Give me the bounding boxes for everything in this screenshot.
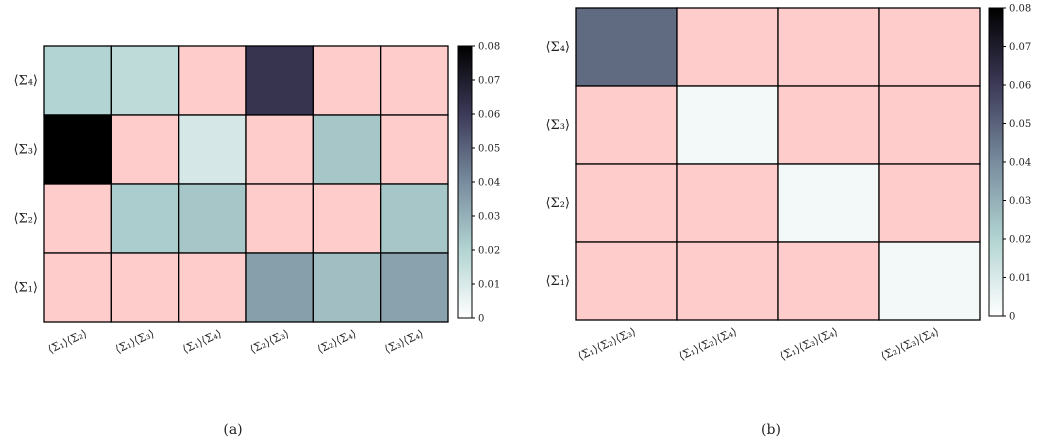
heatmap-cell [380, 252, 449, 323]
heatmap-cell [380, 45, 449, 116]
heatmap-cell [43, 252, 112, 323]
heatmap-cell [878, 7, 981, 87]
heatmap-cell [380, 183, 449, 254]
colorbar-tick-label: 0.04 [1009, 158, 1031, 169]
heatmap-cell [878, 163, 981, 243]
panel-label: (b) [761, 422, 781, 438]
colorbar-tick-label: 0.08 [1009, 4, 1031, 15]
heatmap-cell [575, 85, 678, 165]
colorbar-tick-label: 0.07 [478, 76, 500, 87]
x-tick-label: ⟨Σ₁⟩⟨Σ₂⟩ [46, 327, 89, 356]
x-tick-label: ⟨Σ₂⟩⟨Σ₄⟩ [315, 327, 358, 356]
colorbar-tick-label: 0 [478, 314, 484, 325]
panel-label: (a) [223, 422, 242, 438]
colorbar-tick-label: 0.01 [478, 280, 500, 291]
heatmap-cell [575, 163, 678, 243]
heatmap-cell [245, 252, 314, 323]
heatmap-cell [312, 252, 382, 323]
colorbar-tick-label: 0.07 [1009, 42, 1031, 53]
colorbar-tick-label: 0.02 [478, 246, 500, 257]
colorbar-tick-label: 0.05 [1009, 119, 1031, 130]
x-tick-label: ⟨Σ₂⟩⟨Σ₃⟩ [248, 327, 291, 356]
y-tick-label: ⟨Σ₂⟩ [13, 212, 38, 227]
heatmap-cell [575, 7, 678, 87]
heatmap-cell [43, 45, 112, 116]
x-tick-label: ⟨Σ₂⟩⟨Σ₃⟩⟨Σ₄⟩ [879, 325, 941, 363]
colorbar [988, 7, 1004, 317]
x-tick-label: ⟨Σ₃⟩⟨Σ₄⟩ [382, 327, 425, 356]
colorbar-tick-label: 0.03 [478, 212, 500, 223]
heatmap-cell [676, 163, 779, 243]
heatmap-cell [380, 114, 449, 185]
heatmap-cell [312, 183, 382, 254]
heatmap-cell [878, 241, 981, 321]
y-tick-label: ⟨Σ₄⟩ [545, 40, 570, 55]
colorbar-tick-label: 0.03 [1009, 196, 1031, 207]
heatmap-cell [676, 241, 779, 321]
heatmap-cell [676, 7, 779, 87]
heatmap-cell [110, 45, 180, 116]
x-tick-label: ⟨Σ₁⟩⟨Σ₃⟩⟨Σ₄⟩ [778, 325, 840, 363]
heatmap-cell [312, 114, 382, 185]
heatmap-cell [676, 85, 779, 165]
y-tick-label: ⟨Σ₃⟩ [545, 118, 570, 133]
heatmap-cell [178, 252, 247, 323]
heatmap-cell [43, 183, 112, 254]
x-tick-label: ⟨Σ₁⟩⟨Σ₂⟩⟨Σ₃⟩ [576, 325, 638, 363]
x-tick-label: ⟨Σ₁⟩⟨Σ₄⟩ [180, 327, 223, 356]
heatmap-cell [312, 45, 382, 116]
heatmap-cell [178, 45, 247, 116]
colorbar [457, 45, 473, 319]
colorbar-tick-label: 0.01 [1009, 273, 1031, 284]
colorbar-tick-label: 0.08 [478, 42, 500, 53]
heatmap-panel-a: ⟨Σ₄⟩ ⟨Σ₃⟩ ⟨Σ₂⟩ ⟨Σ₁⟩ ⟨Σ₁⟩⟨Σ₂⟩ ⟨Σ₁⟩⟨Σ₃⟩ ⟨Σ₁⟩⟨Σ₄⟩… [13, 42, 500, 439]
heatmap-cell [110, 183, 180, 254]
heatmap-cell [178, 183, 247, 254]
colorbar-tick-label: 0 [1009, 312, 1015, 323]
y-tick-label: ⟨Σ₂⟩ [545, 196, 570, 211]
y-tick-label: ⟨Σ₁⟩ [13, 281, 38, 296]
colorbar-tick-label: 0.05 [478, 144, 500, 155]
heatmap-cell [777, 163, 880, 243]
heatmap-cell [43, 114, 112, 185]
heatmap-cell [245, 183, 314, 254]
heatmap-cell [575, 241, 678, 321]
heatmap-cell [110, 114, 180, 185]
heatmap-cell [878, 85, 981, 165]
heatmap-panel-b: ⟨Σ₄⟩ ⟨Σ₃⟩ ⟨Σ₂⟩ ⟨Σ₁⟩ ⟨Σ₁⟩⟨Σ₂⟩⟨Σ₃⟩ ⟨Σ₁⟩⟨Σ₂⟩⟨Σ₄⟩… [545, 4, 1031, 439]
y-tick-label: ⟨Σ₃⟩ [13, 143, 38, 158]
heatmap-cell [245, 114, 314, 185]
x-tick-label: ⟨Σ₁⟩⟨Σ₂⟩⟨Σ₄⟩ [677, 325, 739, 363]
heatmap-cell [245, 45, 314, 116]
heatmap-cell [178, 114, 247, 185]
colorbar-tick-label: 0.02 [1009, 235, 1031, 246]
x-tick-label: ⟨Σ₁⟩⟨Σ₃⟩ [113, 327, 156, 356]
y-tick-label: ⟨Σ₁⟩ [545, 274, 570, 289]
y-tick-label: ⟨Σ₄⟩ [13, 74, 38, 89]
colorbar-tick-label: 0.04 [478, 178, 500, 189]
heatmap-cell [777, 85, 880, 165]
heatmap-cell [110, 252, 180, 323]
colorbar-tick-label: 0.06 [478, 110, 500, 121]
colorbar-tick-label: 0.06 [1009, 81, 1031, 92]
heatmap-cell [777, 7, 880, 87]
heatmap-cell [777, 241, 880, 321]
